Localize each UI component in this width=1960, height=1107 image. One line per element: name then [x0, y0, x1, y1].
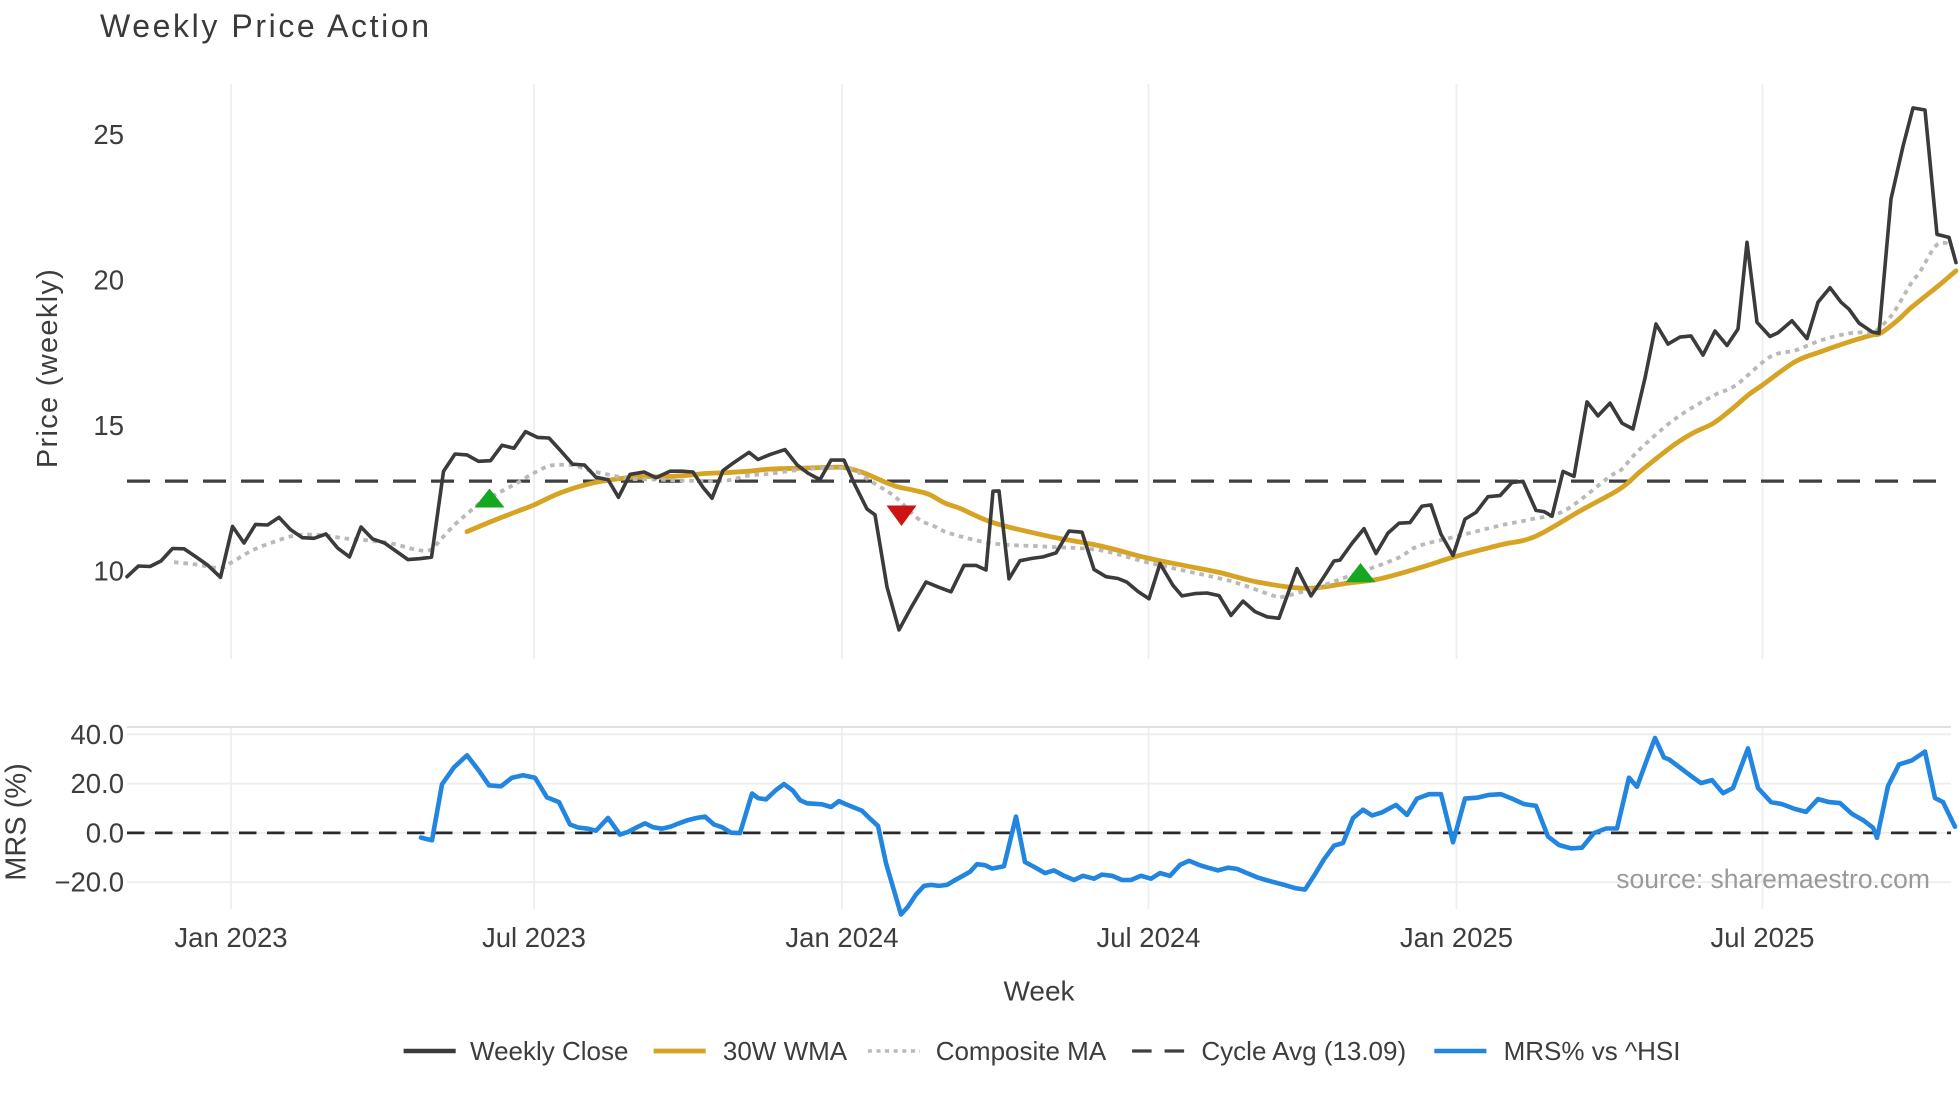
- svg-text:MRS (%): MRS (%): [1, 763, 33, 881]
- svg-text:Jan 2023: Jan 2023: [174, 922, 287, 953]
- svg-text:0.0: 0.0: [86, 817, 124, 848]
- svg-text:Cycle Avg (13.09): Cycle Avg (13.09): [1201, 1036, 1406, 1066]
- svg-text:30W WMA: 30W WMA: [723, 1036, 848, 1066]
- svg-text:Weekly Close: Weekly Close: [470, 1036, 628, 1066]
- svg-text:40.0: 40.0: [70, 719, 124, 750]
- svg-text:20: 20: [93, 265, 124, 296]
- svg-text:Composite MA: Composite MA: [936, 1036, 1107, 1066]
- svg-text:Price (weekly): Price (weekly): [32, 268, 64, 468]
- svg-text:Jul 2024: Jul 2024: [1097, 922, 1201, 953]
- svg-text:−20.0: −20.0: [54, 867, 124, 898]
- svg-text:20.0: 20.0: [70, 768, 124, 799]
- svg-text:Weekly Price Action: Weekly Price Action: [100, 8, 432, 44]
- svg-text:25: 25: [93, 119, 124, 150]
- svg-text:Jul 2023: Jul 2023: [482, 922, 586, 953]
- svg-text:Week: Week: [1003, 976, 1075, 1007]
- svg-text:MRS% vs ^HSI: MRS% vs ^HSI: [1504, 1036, 1681, 1066]
- svg-text:Jan 2024: Jan 2024: [785, 922, 898, 953]
- svg-text:Jul 2025: Jul 2025: [1711, 922, 1815, 953]
- svg-text:10: 10: [93, 555, 124, 586]
- svg-text:Jan 2025: Jan 2025: [1400, 922, 1513, 953]
- svg-text:source: sharemaestro.com: source: sharemaestro.com: [1616, 864, 1930, 894]
- svg-text:15: 15: [93, 410, 124, 441]
